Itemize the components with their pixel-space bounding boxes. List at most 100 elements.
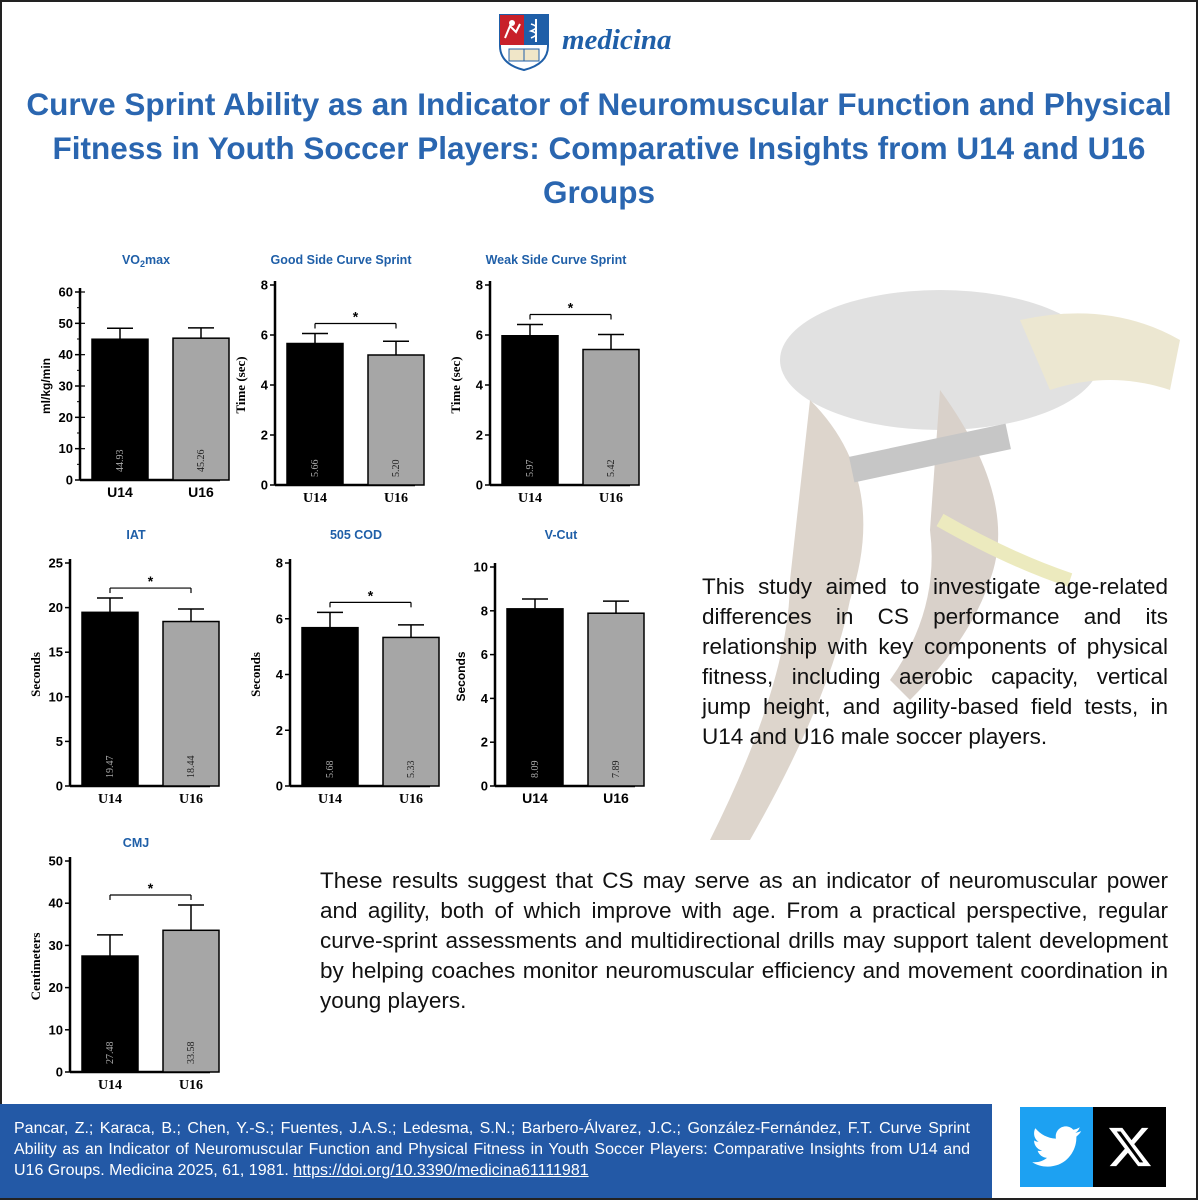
bar-value-label: 5.68 (325, 761, 336, 779)
medicina-crest-logo (499, 14, 549, 72)
y-axis-label: Seconds (248, 652, 263, 697)
chart-svg: Weak Side Curve Sprint 0 2 4 6 8 Time (sec) 5.9… (448, 253, 640, 506)
doi-link[interactable]: https://doi.org/10.3390/medicina61111981 (293, 1162, 589, 1179)
chart-svg: Good Side Curve Sprint 0 2 4 6 8 Time (sec) 5.6… (233, 253, 425, 506)
chart-svg: V-Cut 0 2 4 6 8 10 Seconds 8.09 U14 7.89 U16 (454, 528, 645, 806)
y-tick-label: 0 (476, 478, 483, 493)
x-share-button[interactable] (1093, 1107, 1166, 1187)
study-aim-paragraph: This study aimed to investigate age-rela… (702, 574, 1168, 749)
chart-title: Weak Side Curve Sprint (486, 253, 628, 267)
y-axis-label: Centimeters (28, 933, 43, 1001)
significance-star: * (353, 309, 359, 325)
bar-u14 (506, 608, 564, 787)
significance-star: * (368, 587, 374, 603)
x-category-label: U16 (179, 792, 203, 807)
conclusion-paragraph: These results suggest that CS may serve … (320, 868, 1168, 1013)
y-tick-label: 2 (261, 428, 268, 443)
y-tick-label: 6 (261, 328, 268, 343)
y-tick-label: 0 (261, 478, 268, 493)
x-category-label: U14 (98, 792, 122, 807)
bar-u16 (582, 348, 640, 486)
bar-u14 (286, 342, 344, 486)
x-category-label: U16 (188, 484, 214, 500)
x-category-label: U14 (318, 792, 342, 807)
bar-value-label: 8.09 (530, 761, 541, 779)
twitter-share-button[interactable] (1020, 1107, 1093, 1187)
significance-star: * (148, 880, 154, 896)
y-axis-label: Time (sec) (233, 356, 248, 413)
bar-value-label: 5.97 (525, 460, 536, 478)
bar-value-label: 33.58 (186, 1042, 197, 1065)
y-axis-label: Time (sec) (448, 356, 463, 413)
weak-side-curve-sprint-chart: Weak Side Curve Sprint 0 2 4 6 8 Time (sec) 5.9… (448, 245, 660, 506)
y-tick-label: 30 (59, 379, 73, 394)
x-category-label: U16 (384, 491, 408, 506)
bar-value-label: 18.44 (186, 756, 197, 779)
twitter-bird-icon (1031, 1126, 1081, 1167)
bar-value-label: 45.26 (196, 450, 207, 473)
bar-u16 (382, 636, 440, 787)
chart-svg: VO2max 0 10 20 30 40 50 60 ml/kg/min 44.93 U14 45.2… (39, 253, 230, 500)
y-tick-label: 10 (49, 1022, 63, 1037)
y-tick-label: 50 (59, 316, 73, 331)
good-side-curve-sprint-chart: Good Side Curve Sprint 0 2 4 6 8 Time (sec) 5.6… (233, 245, 440, 506)
y-tick-label: 4 (481, 691, 489, 706)
x-category-label: U16 (599, 491, 623, 506)
chart-title-suffix: max (145, 253, 170, 267)
chart-svg: IAT 0 5 10 15 20 25 Seconds 19.47 U14 18.44 U16 * (28, 528, 220, 807)
significance-star: * (568, 300, 574, 316)
y-tick-label: 0 (276, 779, 283, 794)
y-tick-label: 25 (49, 556, 63, 571)
y-tick-label: 0 (481, 779, 488, 794)
y-tick-label: 2 (481, 735, 488, 750)
bar-u14 (81, 611, 139, 787)
y-tick-label: 8 (481, 603, 488, 618)
y-tick-label: 5 (56, 734, 63, 749)
significance-star: * (148, 573, 154, 589)
y-axis-label: Seconds (28, 652, 43, 697)
x-logo-icon (1108, 1127, 1151, 1167)
x-category-label: U16 (603, 790, 629, 806)
y-tick-label: 6 (476, 328, 483, 343)
bar-value-label: 5.33 (406, 761, 417, 779)
y-tick-label: 20 (49, 600, 63, 615)
citation-text: Pancar, Z.; Karaca, B.; Chen, Y.-S.; Fue… (14, 1120, 970, 1179)
y-tick-label: 2 (476, 428, 483, 443)
chart-title-subscript: 2 (140, 259, 145, 269)
y-tick-label: 10 (49, 689, 63, 704)
chart-svg: CMJ 0 10 20 30 40 50 Centimeters 27.48 U14 33.58 U1… (28, 836, 220, 1093)
chart-title: V-Cut (545, 528, 578, 542)
bar-u14 (81, 955, 139, 1073)
y-tick-label: 4 (476, 378, 484, 393)
y-tick-label: 60 (59, 285, 73, 300)
y-tick-label: 8 (276, 556, 283, 571)
iat-chart: IAT 0 5 10 15 20 25 Seconds 19.47 U14 18.44 U16 * (20, 520, 230, 807)
x-category-label: U16 (399, 792, 423, 807)
y-tick-label: 4 (276, 667, 284, 682)
bar-value-label: 7.89 (611, 761, 622, 779)
bar-u14 (301, 626, 359, 787)
y-tick-label: 0 (56, 779, 63, 794)
v-cut-chart: V-Cut 0 2 4 6 8 10 Seconds 8.09 U14 7.89 U16 (454, 520, 645, 806)
cmj-chart: CMJ 0 10 20 30 40 50 Centimeters 27.48 U14 33.58 U1… (20, 828, 230, 1093)
bar-value-label: 5.20 (391, 460, 402, 478)
chart-svg: 505 COD 0 2 4 6 8 Seconds 5.68 U14 5.33 U16 * (248, 528, 440, 807)
chart-title: VO2max (122, 253, 170, 269)
bar-u16 (162, 929, 220, 1073)
y-tick-label: 8 (261, 278, 268, 293)
background-athlete-image (710, 290, 1180, 840)
y-axis-label: Seconds (454, 651, 468, 701)
bar-u16 (162, 620, 220, 787)
chart-title: CMJ (123, 836, 149, 850)
bar-u16 (587, 612, 645, 787)
x-category-label: U14 (518, 491, 542, 506)
y-tick-label: 0 (66, 473, 73, 488)
x-category-label: U14 (522, 790, 548, 806)
y-tick-label: 15 (49, 645, 63, 660)
chart-title: Good Side Curve Sprint (271, 253, 413, 267)
vo2max-chart: VO2max 0 10 20 30 40 50 60 ml/kg/min 44.93 U14 45.2… (20, 245, 230, 500)
bar-value-label: 44.93 (115, 450, 126, 473)
y-tick-label: 50 (49, 854, 63, 869)
y-tick-label: 10 (474, 560, 488, 575)
bar-u14 (91, 338, 149, 481)
